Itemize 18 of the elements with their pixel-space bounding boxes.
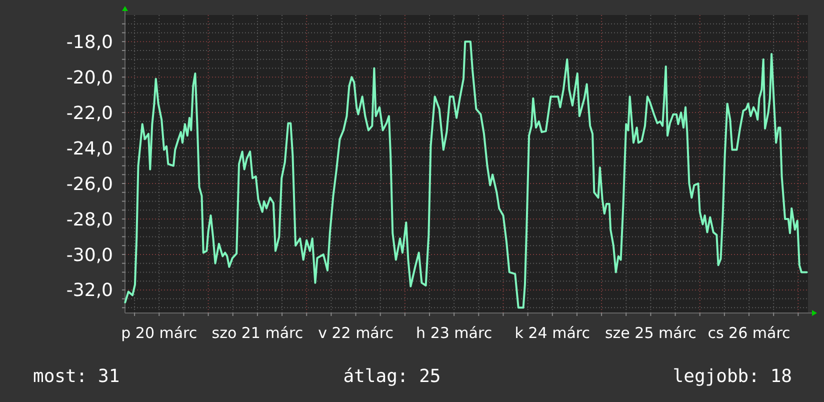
x-tick-label: p 20 márc <box>121 324 198 342</box>
x-tick-label: k 24 márc <box>514 324 590 342</box>
x-tick-label: h 23 márc <box>416 324 492 342</box>
y-tick-label: -20,0 <box>66 67 113 88</box>
text: most: 31 <box>33 366 120 387</box>
x-tick-label: v 22 márc <box>318 324 394 342</box>
x-tick-label: szo 21 márc <box>212 324 304 342</box>
text: legjobb: 18 <box>672 366 792 387</box>
y-tick-label: -24,0 <box>66 138 113 160</box>
y-tick-label: -26,0 <box>66 174 113 195</box>
text: átlag: 25 <box>343 366 441 387</box>
y-tick-label: -32,0 <box>66 280 113 302</box>
x-tick-label: sze 25 márc <box>604 324 696 342</box>
x-tick-label: cs 26 márc <box>708 324 790 342</box>
y-tick-label: -22,0 <box>66 102 113 124</box>
y-tick-label: -18,0 <box>66 32 113 53</box>
y-tick-label: -30,0 <box>66 244 113 266</box>
y-tick-label: -28,0 <box>66 209 113 230</box>
